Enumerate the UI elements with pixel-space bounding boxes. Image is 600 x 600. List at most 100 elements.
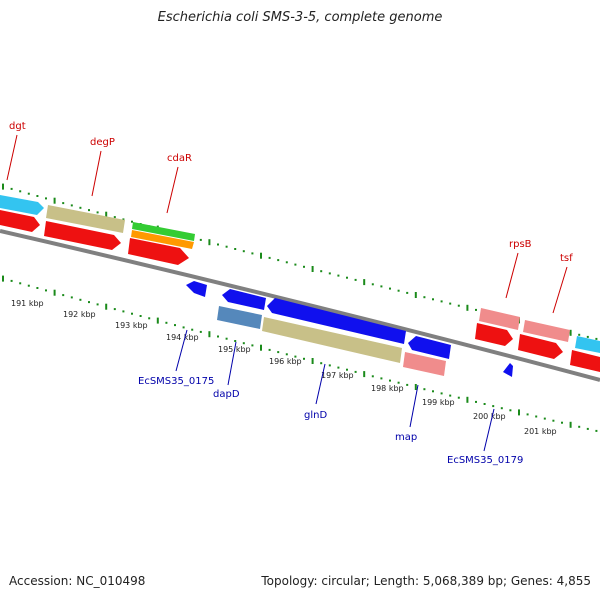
minor-tick	[27, 192, 30, 195]
minor-tick	[294, 263, 297, 266]
gene-cdaR-green	[132, 222, 195, 241]
leader-line	[505, 252, 519, 299]
minor-tick	[36, 195, 39, 197]
gene-cdaR-orange	[131, 230, 194, 249]
major-tick	[518, 409, 520, 416]
gene-label-rpsB: rpsB	[509, 239, 532, 250]
minor-tick	[242, 250, 245, 253]
gene-red-1	[0, 210, 40, 232]
minor-tick	[320, 270, 323, 273]
major-tick	[414, 292, 417, 298]
minor-tick	[268, 348, 271, 351]
minor-tick	[535, 415, 538, 418]
gene-label-dapD: dapD	[213, 389, 240, 400]
minor-tick	[354, 278, 357, 281]
minor-tick	[586, 335, 589, 338]
kbp-label: 191 kbp	[11, 299, 44, 308]
minor-tick	[492, 405, 495, 408]
gene-dapD-steel	[217, 306, 262, 329]
gene-blue-small-1	[186, 281, 207, 297]
map-title: Escherichia coli SMS-3-5, complete genom…	[157, 10, 443, 25]
major-tick	[363, 279, 366, 286]
leader-line	[175, 329, 188, 372]
minor-tick	[62, 294, 65, 297]
gene-blue-3	[267, 298, 406, 344]
gene-label-map: map	[395, 432, 417, 443]
major-tick	[311, 358, 314, 364]
gene-rpsB-pink	[479, 308, 520, 330]
minor-tick	[475, 308, 477, 311]
minor-tick	[242, 342, 245, 345]
minor-tick	[406, 383, 409, 386]
major-tick	[363, 371, 366, 378]
gene-tsf-pink	[523, 320, 570, 342]
leader-line	[166, 166, 179, 214]
minor-tick	[10, 279, 13, 282]
gene-label-cdaR: cdaR	[167, 153, 192, 164]
kbp-label: 201 kbp	[524, 427, 557, 436]
minor-tick	[199, 238, 202, 241]
minor-tick	[483, 403, 486, 405]
minor-tick	[595, 337, 598, 340]
minor-tick	[165, 321, 168, 324]
minor-tick	[277, 259, 280, 262]
major-tick	[569, 421, 572, 428]
genome-summary-text: Topology: circular; Length: 5,068,389 bp…	[261, 574, 591, 588]
gene-label-EcSMS35_0175: EcSMS35_0175	[138, 376, 214, 387]
minor-tick	[113, 216, 116, 219]
minor-tick	[70, 204, 73, 207]
major-tick	[466, 304, 469, 311]
minor-tick	[371, 283, 374, 286]
minor-tick	[457, 304, 460, 307]
minor-tick	[96, 303, 99, 306]
minor-tick	[543, 417, 546, 420]
minor-tick	[285, 261, 288, 264]
leader-line	[483, 408, 495, 452]
minor-tick	[27, 284, 30, 287]
minor-tick	[303, 357, 305, 360]
gene-label-dgt: dgt	[9, 121, 26, 132]
minor-tick	[148, 317, 151, 320]
gene-dgt-cyan	[0, 195, 44, 215]
minor-tick	[380, 285, 383, 288]
minor-tick	[191, 328, 194, 331]
gene-blue-2	[222, 289, 266, 310]
minor-tick	[36, 287, 39, 289]
major-tick	[2, 275, 4, 282]
minor-tick	[45, 289, 47, 292]
major-tick	[105, 211, 108, 218]
minor-tick	[371, 375, 374, 378]
major-tick	[208, 239, 211, 246]
gene-blue-small-5	[503, 363, 513, 377]
kbp-label: 200 kbp	[473, 412, 506, 421]
gene-label-EcSMS35_0179: EcSMS35_0179	[447, 455, 523, 466]
major-tick	[311, 266, 314, 272]
minor-tick	[19, 190, 22, 193]
minor-tick	[234, 340, 237, 342]
gene-degP-khaki	[46, 205, 125, 233]
minor-tick	[285, 353, 288, 356]
minor-tick	[449, 302, 452, 305]
minor-tick	[251, 344, 254, 347]
gene-glnD-khaki	[262, 317, 402, 363]
minor-tick	[449, 394, 452, 397]
minor-tick	[423, 296, 426, 299]
minor-tick	[346, 276, 348, 279]
major-tick	[208, 331, 211, 338]
minor-tick	[354, 370, 357, 373]
leader-line	[91, 150, 102, 197]
minor-tick	[397, 381, 400, 384]
genome-backbone	[0, 229, 600, 382]
accession-text: Accession: NC_010498	[9, 574, 146, 588]
minor-tick	[70, 296, 73, 299]
major-tick	[53, 197, 56, 204]
minor-tick	[182, 326, 185, 329]
minor-tick	[475, 400, 477, 403]
leader-line	[552, 266, 568, 314]
gene-blue-4	[408, 336, 451, 359]
major-tick	[2, 183, 4, 190]
kbp-label: 194 kbp	[166, 333, 199, 342]
minor-tick	[79, 298, 82, 301]
minor-tick	[586, 427, 589, 430]
